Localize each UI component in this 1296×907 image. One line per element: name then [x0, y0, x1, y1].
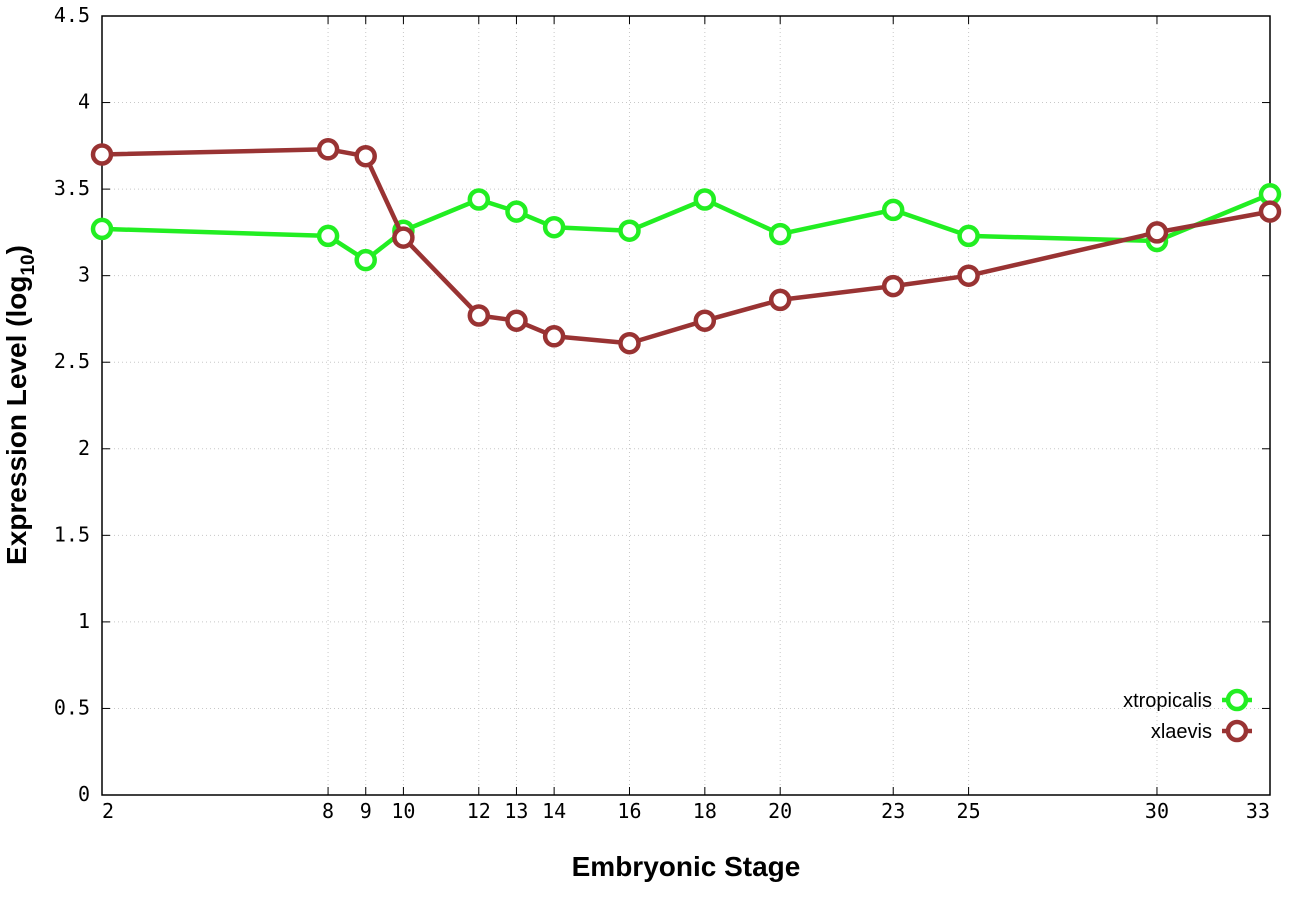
data-point-xlaevis: [881, 274, 905, 298]
ticks: 0 0.5 1 1.5 2 2.5 3 3.5 4 4.5 2 8 9 10 12 13 14 16 18 20 23 2…: [54, 3, 1271, 823]
data-point-xlaevis: [1145, 221, 1169, 244]
x-tick-label: 8: [322, 799, 334, 823]
data-point-xtropicalis: [354, 248, 377, 272]
y-axis-title: Expression Level (log10): [1, 245, 39, 565]
data-point-xlaevis: [693, 309, 717, 332]
y-axis-title-main: Expression Level (log: [1, 276, 32, 565]
data-point-xlaevis: [467, 304, 491, 327]
y-axis-title-close: ): [1, 245, 32, 254]
data-point-xtropicalis: [542, 215, 566, 239]
data-point-xtropicalis: [618, 219, 641, 242]
legend: xtropicalis xlaevis: [1123, 688, 1252, 743]
x-tick-label: 2: [102, 799, 114, 823]
y-tick-label: 0.5: [54, 695, 90, 719]
grid: [102, 16, 1270, 795]
y-tick-label: 3.5: [54, 176, 90, 200]
data-point-xlaevis: [1258, 200, 1282, 223]
x-tick-label: 20: [768, 799, 792, 823]
data-point-xlaevis: [354, 144, 377, 168]
data-point-xlaevis: [618, 331, 641, 355]
data-point-xlaevis: [90, 143, 114, 166]
data-point-xtropicalis: [505, 200, 528, 223]
y-axis-title-subscript: 10: [18, 254, 39, 275]
data-point-xtropicalis: [693, 188, 717, 211]
data-point-xtropicalis: [881, 198, 905, 222]
data-point-xtropicalis: [768, 222, 792, 246]
x-tick-label: 9: [360, 799, 372, 823]
y-tick-label: 4.5: [54, 3, 90, 27]
legend-swatch-marker-xtropicalis: [1225, 688, 1249, 712]
data-point-xlaevis: [392, 226, 415, 249]
x-tick-label: 30: [1145, 799, 1169, 823]
data-point-xlaevis: [768, 288, 792, 312]
plot-frame: [101, 15, 1271, 796]
legend-label-xtropicalis: xtropicalis: [1123, 690, 1212, 712]
data-point-xtropicalis: [957, 224, 980, 248]
x-axis-title: Embryonic Stage: [572, 851, 801, 882]
legend-swatch-marker-xlaevis: [1225, 719, 1249, 743]
x-tick-label: 33: [1246, 799, 1270, 823]
x-tick-label: 25: [957, 799, 981, 823]
y-tick-label: 2.5: [54, 349, 90, 373]
data-point-xtropicalis: [467, 188, 491, 211]
data-point-xlaevis: [505, 309, 528, 332]
x-tick-label: 14: [542, 799, 566, 823]
y-tick-label: 2: [78, 436, 90, 460]
data-point-xlaevis: [957, 264, 980, 287]
series-line-xlaevis: [101, 147, 1271, 346]
series-group: [90, 138, 1282, 355]
x-tick-label: 10: [391, 799, 415, 823]
data-point-xlaevis: [542, 325, 566, 348]
y-tick-label: 4: [78, 90, 90, 114]
y-tick-label: 0: [78, 782, 90, 806]
x-tick-label: 23: [881, 799, 905, 823]
data-point-xlaevis: [316, 138, 340, 161]
x-tick-label: 13: [504, 799, 528, 823]
y-tick-label: 1.5: [54, 522, 90, 546]
x-tick-label: 12: [467, 799, 491, 823]
data-point-xtropicalis: [316, 224, 340, 248]
y-tick-label: 3: [78, 263, 90, 287]
y-tick-label: 1: [78, 609, 90, 633]
x-tick-label: 16: [617, 799, 641, 823]
series-line-xtropicalis: [101, 192, 1271, 263]
x-tick-label: 18: [693, 799, 717, 823]
legend-label-xlaevis: xlaevis: [1151, 721, 1212, 743]
data-point-xtropicalis: [90, 217, 114, 241]
